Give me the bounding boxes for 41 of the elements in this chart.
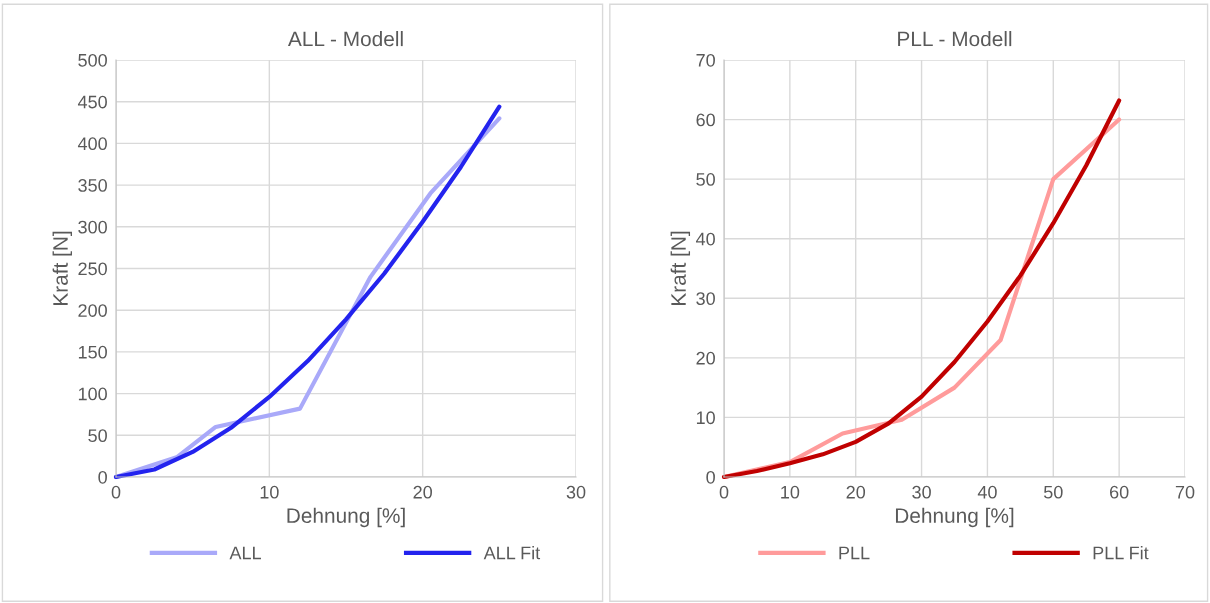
chart-title: PLL - Modell bbox=[898, 31, 1012, 47]
x-tick-label: 50 bbox=[1043, 485, 1063, 499]
y-tick-label: 60 bbox=[696, 113, 715, 127]
x-tick-label: 40 bbox=[977, 485, 997, 499]
y-tick-label: 150 bbox=[78, 345, 107, 359]
y-tick-label: 70 bbox=[696, 53, 715, 67]
x-tick-label: 10 bbox=[260, 485, 279, 499]
x-axis-title: Dehnung [%] bbox=[287, 507, 405, 528]
y-axis-title: Kraft [N] bbox=[52, 231, 72, 305]
legend-label: PLL Fit bbox=[1093, 546, 1149, 560]
y-tick-label: 50 bbox=[696, 173, 715, 186]
y-tick-label: 350 bbox=[78, 179, 107, 192]
y-tick-label: 200 bbox=[78, 304, 107, 317]
y-tick-label: 50 bbox=[88, 429, 107, 443]
y-tick-label: 0 bbox=[98, 470, 107, 484]
y-tick-label: 450 bbox=[77, 95, 107, 109]
y-tick-label: 10 bbox=[696, 411, 715, 425]
y-tick-label: 300 bbox=[78, 220, 107, 234]
x-axis-title: Dehnung [%] bbox=[895, 507, 1014, 528]
legend-label: PLL bbox=[839, 546, 870, 560]
x-tick-label: 30 bbox=[566, 485, 586, 499]
y-tick-label: 500 bbox=[78, 53, 107, 67]
x-tick-label: 60 bbox=[1110, 485, 1129, 499]
x-tick-label: 70 bbox=[1175, 485, 1195, 499]
x-tick-label: 10 bbox=[781, 485, 800, 499]
chart-title: ALL - Modell bbox=[287, 31, 403, 47]
y-tick-label: 40 bbox=[696, 232, 715, 246]
legend-label: ALL bbox=[229, 546, 261, 560]
y-tick-label: 20 bbox=[696, 351, 715, 365]
x-tick-label: 20 bbox=[846, 485, 866, 499]
y-tick-label: 100 bbox=[78, 387, 107, 401]
y-tick-label: 30 bbox=[696, 292, 715, 306]
y-axis-title: Kraft [N] bbox=[670, 231, 691, 305]
x-tick-label: 20 bbox=[413, 485, 432, 499]
x-tick-label: 0 bbox=[719, 485, 729, 499]
y-tick-label: 250 bbox=[78, 262, 107, 276]
y-tick-label: 400 bbox=[77, 137, 107, 151]
y-tick-label: 0 bbox=[706, 470, 715, 484]
x-tick-label: 0 bbox=[111, 485, 121, 499]
x-tick-label: 30 bbox=[912, 485, 931, 499]
legend-label: ALL Fit bbox=[483, 546, 541, 560]
